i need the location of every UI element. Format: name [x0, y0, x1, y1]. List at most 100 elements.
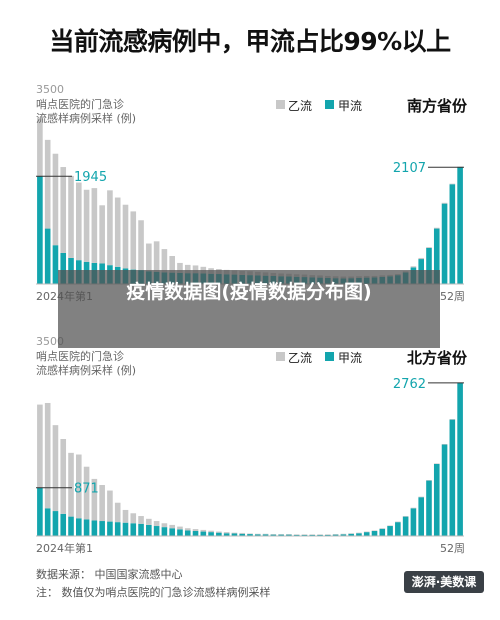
south-bar-flu-b: [130, 211, 137, 270]
publisher-logo: 澎湃·美数课: [404, 571, 484, 593]
south-bar-flu-b: [449, 183, 456, 185]
north-bar-flu-b: [239, 532, 246, 534]
north-bar-flu-a: [169, 528, 175, 536]
north-bar-flu-a: [37, 487, 43, 536]
south-bar-flu-b: [37, 117, 43, 177]
north-bar-flu-b: [208, 530, 214, 533]
north-bar-flu-b: [286, 534, 292, 535]
north-bar-flu-b: [200, 529, 207, 532]
north-bar-flu-a: [161, 527, 168, 536]
south-bar-flu-b: [44, 139, 51, 229]
south-ytop-label: 3500: [36, 83, 64, 96]
north-bar-flu-b: [91, 478, 98, 521]
north-bar-flu-a: [114, 522, 121, 536]
north-bar-flu-a: [457, 382, 463, 536]
legend-flu-a-swatch: [325, 100, 334, 109]
south-bar-flu-b: [99, 205, 105, 264]
north-bar-flu-b: [278, 534, 284, 535]
north-bar-flu-a: [340, 534, 347, 536]
north-bar-flu-a: [441, 444, 448, 536]
north-bar-flu-b: [371, 530, 378, 532]
north-bar-flu-b: [254, 533, 261, 535]
south-bar-flu-a: [457, 167, 463, 284]
north-bar-flu-b: [270, 534, 277, 535]
north-bar-flu-a: [387, 526, 393, 536]
north-bar-flu-b: [363, 531, 370, 533]
north-bar-flu-b: [184, 528, 191, 531]
north-bar-flu-a: [192, 531, 199, 536]
north-bar-flu-b: [293, 534, 300, 535]
north-bar-flu-b: [402, 516, 409, 517]
north-bar-flu-a: [317, 534, 323, 536]
north-bar-flu-a: [286, 534, 292, 536]
north-ylabel-line2: 流感样病例采样 (例): [36, 363, 136, 377]
north-bar-flu-b: [99, 485, 105, 522]
south-bar-flu-a: [60, 252, 67, 284]
north-x-start-label: 2024年第1: [36, 541, 93, 555]
north-bar-flu-a: [449, 419, 456, 536]
south-ylabel-line1: 哨点医院的门急诊: [36, 97, 124, 111]
north-x-end-label: 52周: [440, 542, 465, 555]
north-bar-flu-b: [395, 521, 401, 523]
north-ylabel-line1: 哨点医院的门急诊: [36, 349, 124, 363]
north-bar-flu-b: [192, 529, 199, 532]
south-bar-flu-b: [68, 175, 74, 258]
north-bar-flu-a: [216, 532, 222, 536]
south-bar-flu-a: [52, 245, 59, 284]
north-bar-flu-b: [146, 518, 152, 525]
south-bar-flu-a: [426, 247, 432, 284]
north-bar-flu-a: [301, 534, 308, 536]
south-bar-flu-b: [184, 264, 191, 274]
south-bar-flu-b: [177, 262, 183, 273]
south-bar-flu-a: [449, 184, 456, 284]
north-bar-flu-b: [317, 534, 323, 535]
north-bar-flu-a: [130, 523, 137, 536]
north-bar-flu-a: [60, 513, 67, 536]
north-bar-flu-a: [402, 516, 409, 536]
south-bar-flu-b: [60, 167, 67, 253]
north-bar-flu-a: [293, 534, 300, 536]
north-bar-flu-a: [177, 529, 183, 536]
north-bar-flu-b: [122, 509, 129, 523]
north-bar-flu-a: [99, 521, 105, 536]
south-bar-flu-b: [83, 189, 90, 262]
south-bar-flu-b: [75, 182, 82, 261]
watermark-overlay: 疫情数据图(疫情数据分布图): [58, 270, 440, 348]
north-bar-flu-b: [426, 480, 432, 481]
south-bar-flu-a: [441, 203, 448, 284]
north-bar-flu-a: [184, 530, 191, 536]
north-bar-flu-a: [426, 480, 432, 536]
north-bar-flu-b: [83, 466, 90, 520]
south-bar-flu-b: [169, 256, 175, 273]
north-bar-flu-a: [44, 508, 51, 536]
north-bar-flu-a: [52, 511, 59, 536]
north-bar-flu-a: [122, 522, 129, 536]
legend-flu-b-swatch: [276, 352, 285, 361]
north-bar-flu-a: [254, 534, 261, 536]
south-bar-flu-a: [433, 228, 440, 284]
north-bar-flu-b: [433, 463, 440, 464]
north-bar-flu-b: [340, 533, 347, 535]
north-bar-flu-a: [433, 463, 440, 536]
footer-note: 注： 数值仅为哨点医院的门急诊流感样病例采样: [36, 586, 271, 599]
legend-flu-b-label: 乙流: [288, 351, 312, 365]
north-bar-flu-a: [247, 534, 253, 536]
north-bar-flu-a: [75, 518, 82, 536]
north-bar-flu-b: [301, 534, 308, 535]
north-bar-flu-b: [169, 524, 175, 529]
north-bar-flu-a: [208, 532, 214, 536]
south-annotation-label: 1945: [74, 170, 107, 185]
north-bar-flu-a: [153, 526, 160, 536]
north-bar-flu-b: [52, 425, 59, 512]
north-bar-flu-b: [247, 533, 253, 535]
chart-title: 当前流感病例中，甲流占比99%以上: [49, 27, 451, 56]
south-bar-flu-b: [52, 153, 59, 246]
north-bar-flu-a: [410, 508, 417, 536]
south-ylabel-line2: 流感样病例采样 (例): [36, 111, 136, 125]
south-bar-flu-b: [410, 266, 417, 268]
north-bar-flu-b: [449, 419, 456, 420]
north-bar-flu-b: [107, 490, 113, 522]
north-bar-flu-a: [231, 533, 238, 536]
north-bar-flu-b: [332, 534, 339, 535]
